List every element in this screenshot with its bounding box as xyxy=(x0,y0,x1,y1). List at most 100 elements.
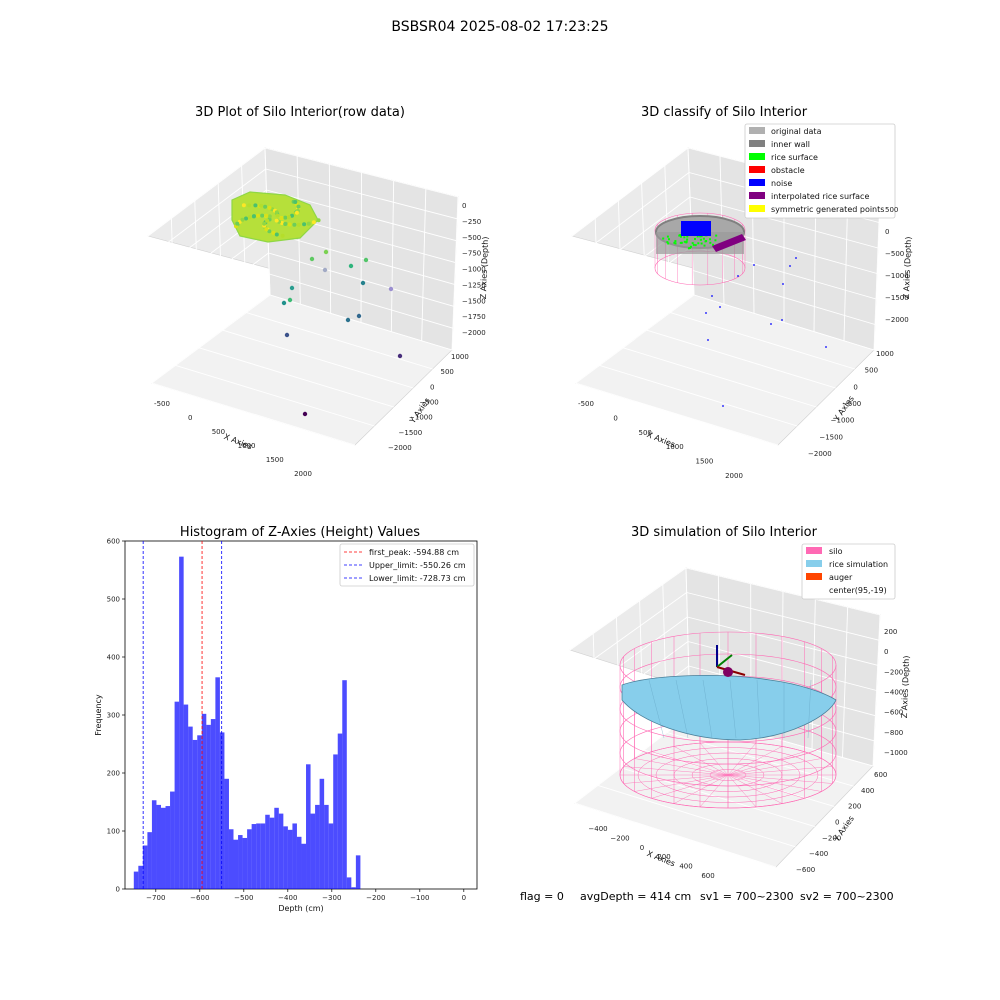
y-tick-label: 500 xyxy=(107,596,120,604)
hist-bar xyxy=(346,877,352,889)
hist-bar xyxy=(210,719,216,889)
legend-swatch xyxy=(806,573,822,580)
x-tick-label: −400 xyxy=(278,894,297,902)
grid-line xyxy=(269,273,453,329)
scatter-point xyxy=(235,221,240,226)
rice-surface-point xyxy=(679,234,682,236)
rice-surface-point xyxy=(699,235,702,238)
z-tick-label: −1750 xyxy=(462,313,486,321)
silo-floor-spoke xyxy=(699,774,729,808)
legend-entry: Upper_limit: -550.26 cm xyxy=(369,561,466,570)
hist-bar xyxy=(269,817,275,889)
rice-surface-point xyxy=(662,237,665,240)
scatter-point xyxy=(275,213,280,218)
silo-floor-spoke xyxy=(727,774,757,808)
x-axis-label: X Axies xyxy=(646,849,677,868)
grid-line xyxy=(692,270,876,325)
z-tick-label: −500 xyxy=(885,250,904,258)
silo-floor-spoke xyxy=(727,774,805,799)
y-tick-label: −500 xyxy=(842,400,861,408)
scatter-point xyxy=(294,210,299,215)
hist-bar xyxy=(328,823,334,889)
y-tick-label: −1000 xyxy=(831,417,855,425)
rice-surface-point xyxy=(694,238,696,240)
grid-line xyxy=(597,784,796,848)
legend-entry: rice surface xyxy=(771,153,818,162)
legend-entry: original data xyxy=(771,127,822,136)
grid-line xyxy=(572,172,690,261)
grid-line xyxy=(264,147,459,198)
x-tick-label: 600 xyxy=(701,872,714,880)
hist-bar xyxy=(179,556,184,889)
scatter-point xyxy=(252,214,256,219)
rice-surface-point xyxy=(704,240,707,243)
rice-surface-point xyxy=(703,244,706,247)
x-tick-label: -500 xyxy=(578,400,594,408)
auger-marker xyxy=(723,667,733,677)
hist-bar xyxy=(183,704,189,889)
rice-surface-point xyxy=(673,241,676,244)
rice-mesh-line xyxy=(807,679,812,739)
grid-line xyxy=(390,180,395,332)
hist-bar xyxy=(142,845,148,889)
y-tick-label: 200 xyxy=(107,770,120,778)
legend-swatch xyxy=(806,560,822,567)
noise-point xyxy=(707,339,709,341)
y-tick-label: −600 xyxy=(796,866,815,874)
hist-bar xyxy=(160,807,166,889)
scatter-point xyxy=(293,200,298,204)
hist-bar xyxy=(219,732,225,889)
y-axis-label: Frequency xyxy=(94,694,103,736)
scatter-point xyxy=(259,203,264,208)
hist-bar xyxy=(247,829,252,889)
hist-bar xyxy=(355,855,361,889)
z-tick-label: −1000 xyxy=(462,266,486,274)
noise-point xyxy=(782,283,784,285)
rice-surface-point xyxy=(692,243,695,246)
scatter-outlier-point xyxy=(281,300,287,306)
plot1-title: 3D Plot of Silo Interior(row data) xyxy=(195,105,405,120)
scatter-point xyxy=(279,216,284,221)
hist-bar xyxy=(201,713,207,889)
z-tick-label: −1000 xyxy=(885,272,909,280)
grid-line xyxy=(571,616,688,702)
grid-line xyxy=(689,196,879,249)
silo-floor-spoke xyxy=(634,758,729,776)
x-tick-label: −300 xyxy=(322,894,341,902)
y-tick-label: 0 xyxy=(835,819,839,827)
legend-swatch xyxy=(749,179,765,186)
grid-line xyxy=(194,200,200,348)
grid-line xyxy=(573,196,691,286)
hist-bar xyxy=(224,778,229,889)
x-axis-label: Depth (cm) xyxy=(278,904,323,913)
y-tick-label: 1000 xyxy=(451,353,469,361)
scatter-point xyxy=(263,204,268,209)
scatter-point xyxy=(316,218,321,223)
x-tick-label: 1000 xyxy=(238,442,256,450)
z-tick-label: −500 xyxy=(462,234,481,242)
rice-surface-point xyxy=(714,239,717,242)
x-tick-label: 2000 xyxy=(725,472,743,480)
grid-line xyxy=(574,714,691,804)
rice-surface-point xyxy=(668,238,670,241)
x-tick-label: -500 xyxy=(154,400,170,408)
rice-mesh-line xyxy=(648,679,665,739)
hist-bar xyxy=(315,804,320,889)
legend-entry: symmetric generated points xyxy=(771,205,884,214)
rice-surface-point xyxy=(696,235,699,238)
hist-bar xyxy=(342,680,347,889)
legend-swatch xyxy=(806,547,822,554)
y-tick-label: −1500 xyxy=(819,433,843,441)
x-tick-label: 500 xyxy=(212,428,225,436)
silo-floor-spoke xyxy=(727,742,757,776)
scatter-outlier-point xyxy=(363,257,369,263)
y-tick-label: 500 xyxy=(441,368,454,376)
x-tick-label: −600 xyxy=(190,894,209,902)
grid-line xyxy=(360,172,362,323)
histogram-plot: −700 −600 −500 −400 −300 −200 −100 0 0 100 200 300 4… xyxy=(94,538,478,913)
interpolated-surface xyxy=(712,234,746,252)
y-tick-label: 400 xyxy=(861,787,874,795)
rice-surface-point xyxy=(709,241,712,244)
z-tick-label: −200 xyxy=(884,668,903,676)
